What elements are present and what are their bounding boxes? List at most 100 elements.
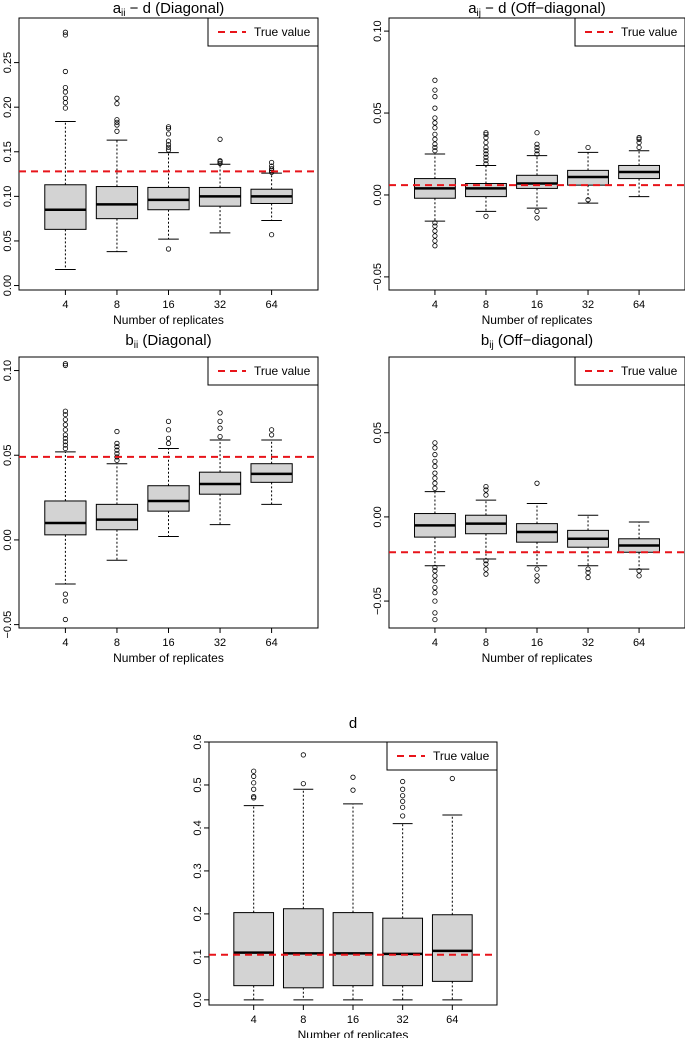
outlier-point bbox=[483, 571, 489, 577]
box-iqr bbox=[233, 912, 275, 987]
box-iqr bbox=[44, 184, 87, 230]
outlier-point bbox=[483, 151, 489, 157]
outlier-point bbox=[534, 141, 540, 147]
box-iqr bbox=[516, 174, 558, 189]
x-tick-label: 4 bbox=[62, 299, 68, 311]
outlier-point bbox=[432, 233, 438, 239]
box-iqr bbox=[332, 912, 374, 987]
outlier-point bbox=[432, 141, 438, 147]
panel-a-ij-off-diagonal: aij − d (Off−diagonal) −0.05 0.00 0.05 0.10 4… bbox=[372, 0, 685, 327]
outlier-point bbox=[432, 77, 438, 83]
chart-title: aii − d (Diagonal) bbox=[113, 0, 225, 19]
outlier-point bbox=[217, 158, 223, 164]
outlier-point bbox=[432, 125, 438, 131]
chart-title: aij − d (Off−diagonal) bbox=[468, 0, 606, 19]
outlier-point bbox=[483, 213, 489, 219]
x-axis-label: Number of replicates bbox=[113, 313, 224, 327]
outlier-point bbox=[432, 470, 438, 476]
x-tick-label: 64 bbox=[633, 299, 645, 311]
outlier-point bbox=[165, 125, 172, 132]
outlier-point bbox=[217, 418, 223, 424]
x-tick-label: 64 bbox=[446, 1014, 458, 1026]
outlier-point bbox=[400, 778, 406, 785]
box-iqr bbox=[95, 186, 139, 220]
outlier-point bbox=[432, 131, 438, 137]
outlier-point bbox=[165, 440, 172, 446]
y-tick-label: 0.5 bbox=[192, 777, 204, 792]
outlier-point bbox=[483, 130, 489, 136]
outlier-point bbox=[165, 131, 172, 137]
legend-box bbox=[386, 741, 498, 771]
outlier-point bbox=[62, 362, 68, 369]
x-axis-label: Number of replicates bbox=[298, 1028, 409, 1038]
y-tick-label: −0.05 bbox=[372, 587, 384, 615]
outlier-point bbox=[251, 786, 257, 792]
outlier-point bbox=[432, 480, 438, 486]
outlier-point bbox=[534, 573, 540, 579]
outlier-point bbox=[114, 450, 120, 457]
outlier-point bbox=[62, 616, 68, 623]
outlier-point bbox=[432, 120, 438, 126]
outlier-point bbox=[62, 422, 68, 428]
outlier-point bbox=[432, 243, 438, 249]
y-tick-label: −0.05 bbox=[2, 611, 14, 639]
outlier-point bbox=[432, 105, 438, 111]
y-tick-label: 0.3 bbox=[192, 863, 204, 878]
x-tick-label: 8 bbox=[300, 1014, 306, 1026]
outlier-point bbox=[300, 781, 306, 787]
panel-d: d 0.0 0.1 0.2 0.3 0.4 0.5 0.6 4 8 16 32 64 Number of … bbox=[192, 715, 498, 1038]
outlier-point bbox=[217, 136, 223, 142]
outlier-point bbox=[114, 447, 120, 453]
outlier-point bbox=[534, 144, 540, 151]
outlier-point bbox=[534, 151, 540, 157]
outlier-point bbox=[483, 558, 489, 564]
outlier-point bbox=[432, 610, 438, 616]
outlier-point bbox=[534, 208, 540, 214]
box-iqr bbox=[147, 186, 190, 211]
outlier-point bbox=[400, 798, 406, 804]
outlier-point bbox=[62, 417, 68, 423]
box-iqr bbox=[431, 914, 473, 982]
x-tick-label: 16 bbox=[531, 299, 543, 311]
outlier-point bbox=[350, 787, 356, 793]
outlier-point bbox=[432, 445, 438, 451]
outlier-point bbox=[62, 445, 68, 452]
outlier-point bbox=[585, 566, 591, 572]
outlier-point bbox=[483, 154, 489, 160]
box-iqr bbox=[382, 917, 424, 987]
outlier-point bbox=[432, 568, 438, 574]
outlier-point bbox=[483, 144, 489, 151]
box-iqr bbox=[465, 182, 507, 198]
panel-b-ii-diagonal: bii (Diagonal) −0.05 0.00 0.05 0.10 4 8 16 32 64 N… bbox=[2, 332, 319, 665]
outlier-point bbox=[432, 475, 438, 481]
outlier-point bbox=[62, 100, 68, 106]
y-tick-label: 0.1 bbox=[192, 949, 204, 964]
x-tick-label: 8 bbox=[483, 637, 489, 649]
y-tick-label: 0.05 bbox=[372, 422, 384, 443]
outlier-point bbox=[165, 144, 172, 150]
outlier-point bbox=[62, 105, 68, 111]
outlier-point bbox=[432, 223, 438, 229]
outlier-point bbox=[269, 232, 275, 238]
y-tick-label: 0.00 bbox=[2, 529, 14, 550]
outlier-point bbox=[269, 427, 275, 433]
outlier-point bbox=[269, 163, 275, 169]
outlier-point bbox=[432, 585, 438, 591]
outlier-point bbox=[165, 246, 172, 252]
outlier-point bbox=[114, 457, 120, 463]
outlier-point bbox=[114, 101, 120, 107]
outlier-point bbox=[449, 775, 455, 782]
outlier-point bbox=[534, 148, 540, 154]
outlier-point bbox=[62, 432, 68, 438]
x-tick-label: 8 bbox=[483, 299, 489, 311]
y-tick-label: 0.10 bbox=[372, 20, 384, 41]
y-tick-label: 0.00 bbox=[2, 275, 14, 296]
outlier-point bbox=[636, 568, 642, 574]
y-tick-label: 0.00 bbox=[372, 184, 384, 205]
x-tick-label: 8 bbox=[114, 637, 120, 649]
outlier-point bbox=[165, 142, 172, 148]
outlier-point bbox=[217, 160, 223, 166]
outlier-point bbox=[483, 487, 489, 493]
y-tick-label: 0.4 bbox=[192, 820, 204, 835]
outlier-point bbox=[432, 598, 438, 604]
